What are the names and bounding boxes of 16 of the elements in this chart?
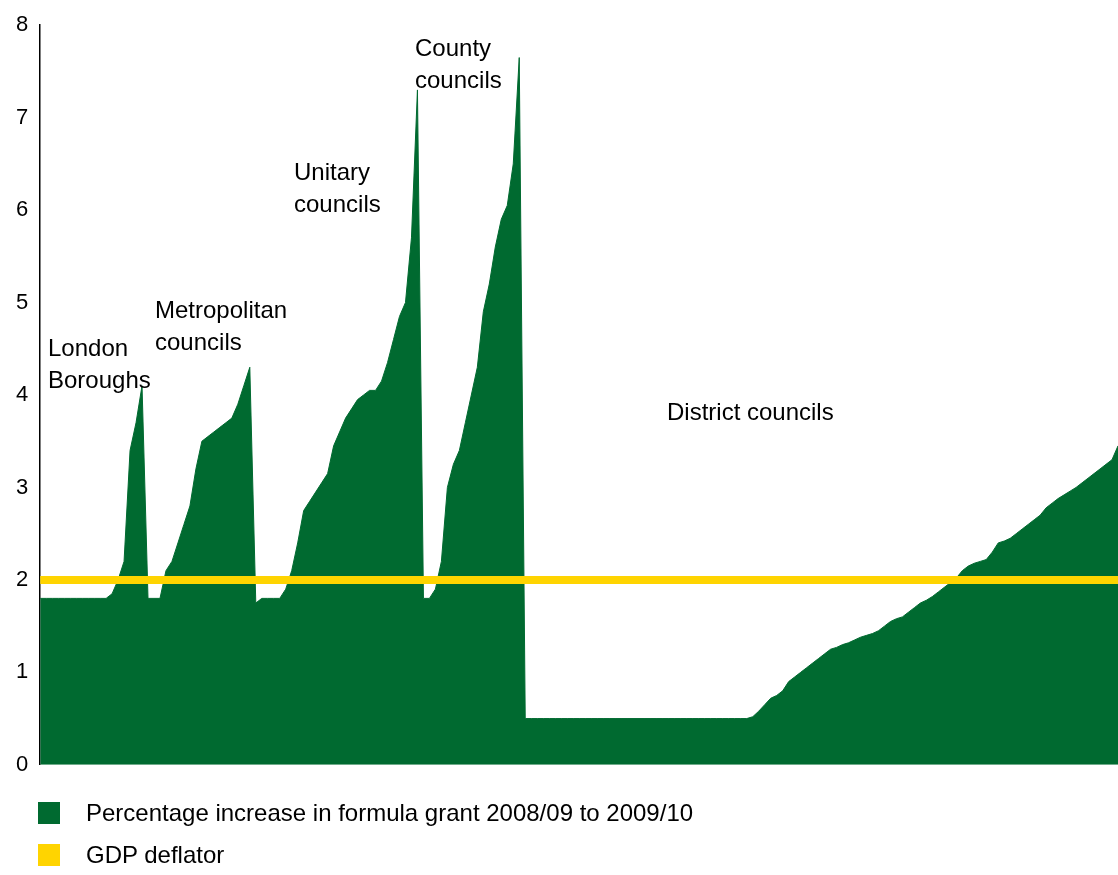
- y-tick-label: 6: [15, 196, 29, 222]
- y-tick-label: 4: [15, 381, 29, 407]
- annotation: County councils: [415, 33, 503, 95]
- y-tick-label: 2: [15, 565, 29, 591]
- annotation: London Boroughs: [48, 334, 151, 393]
- legend-label: GDP deflator: [86, 841, 225, 869]
- legend-label: Percentage increase in formula grant 2008/09 to 2009/10: [86, 799, 694, 827]
- y-tick-label: 3: [15, 473, 29, 499]
- y-tick-label: 7: [15, 103, 29, 129]
- y-tick-label: 5: [15, 288, 29, 314]
- annotation: District councils: [667, 397, 835, 427]
- annotation: Metropolitan councils: [155, 295, 289, 357]
- y-tick-label: 0: [15, 750, 29, 776]
- annotation: Unitary councils: [294, 157, 382, 219]
- y-tick-label: 8: [15, 11, 29, 37]
- y-tick-label: 1: [15, 658, 29, 684]
